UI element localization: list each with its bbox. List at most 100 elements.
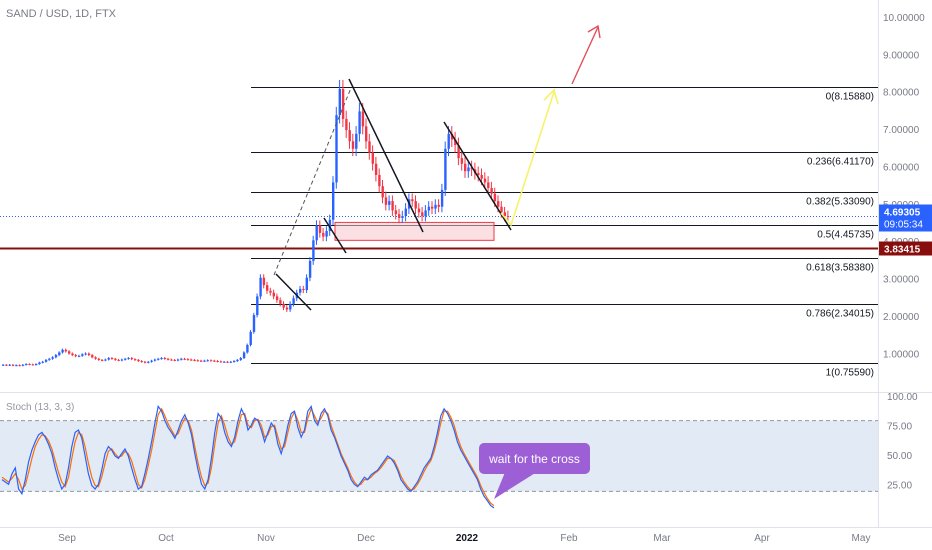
price-tick-label: 3.00000 bbox=[883, 275, 920, 286]
candle-body bbox=[404, 208, 407, 217]
candle-body bbox=[51, 357, 54, 359]
candle-body bbox=[332, 182, 335, 220]
annotation-callout[interactable]: wait for the cross bbox=[479, 443, 590, 499]
candle-body bbox=[140, 361, 143, 363]
time-tick-label: May bbox=[852, 533, 871, 544]
candle-body bbox=[28, 364, 31, 366]
candle-body bbox=[305, 277, 308, 291]
candle-body bbox=[338, 89, 341, 116]
trendline-drawings[interactable] bbox=[273, 24, 601, 311]
stoch-title[interactable]: Stoch (13, 3, 3) bbox=[6, 402, 74, 413]
candle-body bbox=[506, 216, 510, 218]
candle-body bbox=[464, 163, 467, 172]
fib-level-label: 0.382(5.33090) bbox=[806, 197, 874, 208]
candle-body bbox=[308, 260, 312, 278]
candle-body bbox=[345, 118, 348, 131]
candle-body bbox=[101, 359, 104, 361]
support-price-tag[interactable]: 3.83415 bbox=[879, 241, 932, 256]
stoch-k-line bbox=[1, 404, 495, 509]
fib-level-label: 0.236(6.41170) bbox=[807, 157, 874, 168]
candle-body bbox=[421, 212, 424, 217]
candle-body bbox=[216, 361, 219, 363]
time-axis[interactable]: Sep Oct Nov Dec 2022 Feb Mar Apr May bbox=[58, 533, 870, 544]
candle-body bbox=[378, 174, 381, 187]
trendline-second-down[interactable] bbox=[443, 121, 512, 231]
candle-body bbox=[480, 174, 483, 179]
candle-body bbox=[398, 214, 401, 218]
candle-body bbox=[269, 290, 272, 293]
candle-body bbox=[44, 359, 48, 362]
candle-body bbox=[143, 361, 147, 363]
candle-body bbox=[127, 358, 130, 360]
candle-body bbox=[167, 358, 170, 360]
projection-red-arrow[interactable] bbox=[571, 26, 599, 85]
candle-body bbox=[81, 354, 84, 356]
demand-zone-box[interactable] bbox=[334, 221, 495, 241]
candle-body bbox=[272, 292, 275, 297]
candle-body bbox=[84, 353, 87, 355]
stoch-tick-label: 25.00 bbox=[887, 481, 912, 492]
candle-body bbox=[203, 360, 206, 362]
price-tick-label: 2.00000 bbox=[883, 312, 920, 323]
time-tick-label: Nov bbox=[257, 533, 275, 544]
yellow-arrowhead bbox=[543, 88, 559, 105]
candle-body bbox=[87, 353, 91, 356]
time-tick-label: Sep bbox=[58, 533, 76, 544]
annotation-box[interactable] bbox=[479, 443, 590, 474]
trendline-main-down[interactable] bbox=[348, 78, 424, 233]
candle-body bbox=[292, 298, 295, 304]
candle-body bbox=[15, 365, 18, 367]
price-axis-pane[interactable] bbox=[878, 0, 932, 392]
candle-body bbox=[21, 364, 25, 366]
candle-body bbox=[229, 361, 233, 363]
candle-body bbox=[77, 355, 81, 357]
candle-body bbox=[391, 201, 394, 211]
candle-body bbox=[104, 359, 107, 361]
candle-body bbox=[431, 206, 434, 209]
candle-body bbox=[219, 361, 223, 363]
annotation-text: wait for the cross bbox=[488, 452, 580, 466]
candle-body bbox=[351, 141, 355, 149]
candle-body bbox=[483, 178, 487, 183]
stoch-axis[interactable]: 25.00 50.00 75.00 100.00 bbox=[887, 392, 918, 492]
price-pane[interactable] bbox=[0, 0, 878, 392]
candle-body bbox=[157, 358, 160, 360]
candle-body bbox=[117, 359, 120, 361]
candle-body bbox=[457, 145, 460, 159]
candle-body bbox=[282, 303, 285, 308]
candle-body bbox=[470, 167, 473, 170]
fib-level-label: 0(8.15880) bbox=[826, 92, 874, 103]
projection-yellow-arrow[interactable] bbox=[500, 91, 555, 227]
candle-body bbox=[487, 182, 490, 189]
candle-body bbox=[246, 344, 249, 353]
candle-body bbox=[124, 358, 127, 360]
trendline-flag-2[interactable] bbox=[323, 217, 347, 254]
trendline-flag-1[interactable] bbox=[275, 273, 312, 311]
symbol-title[interactable]: SAND / USD, 1D, FTX bbox=[6, 8, 117, 20]
candle-body bbox=[41, 361, 44, 363]
candle-body bbox=[315, 225, 318, 241]
candle-body bbox=[252, 315, 256, 332]
candle-body bbox=[249, 331, 252, 345]
candle-body bbox=[454, 139, 457, 146]
candle-body bbox=[437, 204, 440, 207]
fib-retracement[interactable]: 0(8.15880) 0.236(6.41170) 0.382(5.33090) 0.… bbox=[251, 87, 878, 379]
candle-body bbox=[497, 201, 500, 207]
candle-body bbox=[368, 141, 371, 153]
last-price-countdown: 09:05:34 bbox=[884, 220, 923, 231]
candle-body bbox=[371, 152, 374, 164]
time-tick-label: Mar bbox=[653, 533, 671, 544]
candle-body bbox=[209, 360, 213, 362]
candle-body bbox=[388, 201, 391, 205]
candle-body bbox=[233, 361, 236, 363]
candle-body bbox=[503, 212, 506, 217]
last-price-tag[interactable]: 4.69305 09:05:34 bbox=[879, 204, 932, 232]
candle-body bbox=[381, 186, 384, 198]
fib-level-label: 1(0.75590) bbox=[826, 368, 874, 379]
stoch-tick-label: 75.00 bbox=[887, 422, 912, 433]
fib-level-label: 0.618(3.58380) bbox=[806, 263, 874, 274]
candle-body bbox=[414, 201, 417, 209]
candle-body bbox=[94, 357, 97, 359]
annotation-pointer bbox=[494, 470, 540, 499]
